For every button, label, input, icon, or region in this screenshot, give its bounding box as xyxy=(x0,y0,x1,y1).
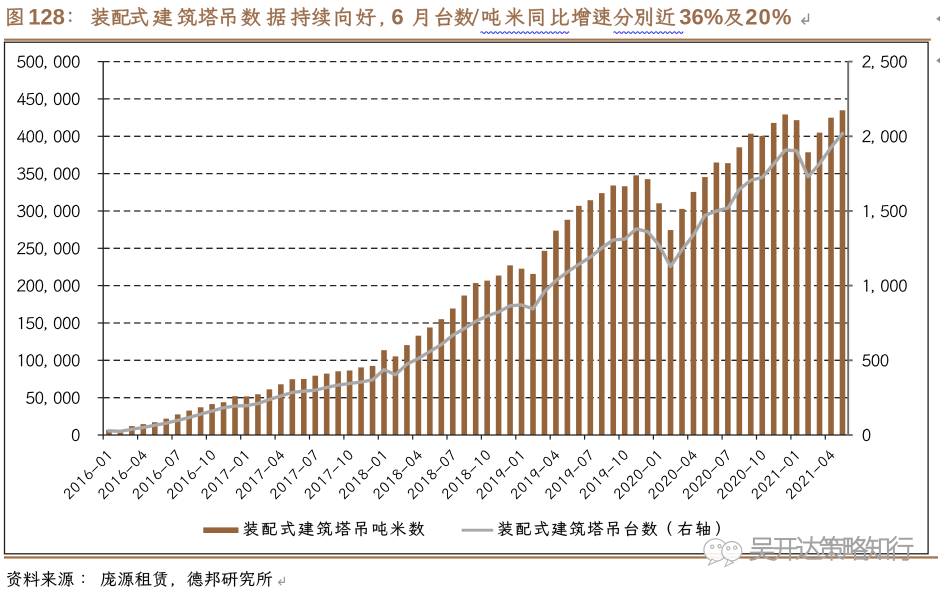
svg-text:128: 128 xyxy=(28,5,65,30)
svg-text:36%: 36% xyxy=(679,5,723,30)
svg-text:20%: 20% xyxy=(745,5,792,30)
svg-text:6: 6 xyxy=(391,5,403,30)
